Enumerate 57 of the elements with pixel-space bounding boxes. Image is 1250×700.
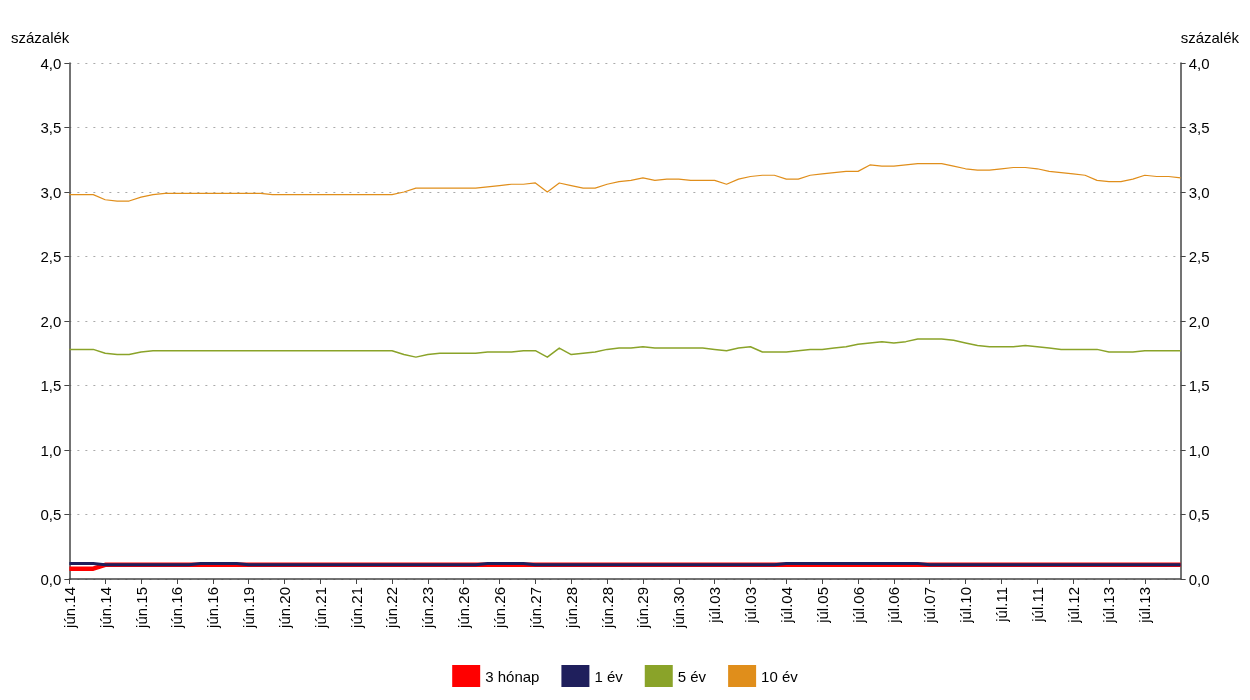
legend-label: 10 év <box>761 667 799 685</box>
legend-label: 1 év <box>594 667 624 685</box>
y-tick-label: 0,0 <box>40 570 62 588</box>
y2-tick-label: 1,5 <box>1188 377 1210 394</box>
x-tick-label: júl.03 <box>741 587 759 624</box>
y2-tick-label: 2,5 <box>1188 248 1210 265</box>
x-tick-label: jún.20 <box>275 587 293 629</box>
legend-label: 5 év <box>677 667 707 685</box>
y2-tick-label: 3,5 <box>1188 119 1210 136</box>
x-tick-label: júl.04 <box>777 587 795 624</box>
y-tick-label: 3,0 <box>40 183 62 201</box>
x-tick-label: jún.15 <box>132 587 150 629</box>
x-tick-label: jún.23 <box>419 587 437 629</box>
x-tick-label: jún.21 <box>311 587 329 629</box>
y2-tick-label: 2,0 <box>1188 312 1210 330</box>
y2-tick-label: 0,0 <box>1188 570 1210 588</box>
legend-label: 3 hónap <box>485 667 540 685</box>
y2-tick-label: 0,5 <box>1188 506 1210 523</box>
x-tick-label: júl.11 <box>1028 587 1046 623</box>
x-tick-label: jún.27 <box>526 587 544 629</box>
x-tick-label: júl.05 <box>813 587 831 624</box>
y-tick-label: 4,0 <box>40 54 62 72</box>
x-tick-label: júl.07 <box>921 587 939 624</box>
x-tick-label: jún.14 <box>60 587 78 629</box>
x-tick-label: júl.12 <box>1064 587 1082 624</box>
y-tick-label: 1,0 <box>40 441 62 459</box>
x-tick-label: jún.14 <box>96 587 114 629</box>
y-tick-label: 3,5 <box>40 119 62 136</box>
y2-tick-label: 3,0 <box>1188 183 1210 201</box>
y2-axis-title: százalék <box>1180 29 1240 46</box>
y-axis-title: százalék <box>11 29 70 46</box>
x-tick-label: júl.13 <box>1136 587 1154 624</box>
x-tick-label: jún.28 <box>562 587 580 629</box>
line-series <box>68 163 1182 202</box>
x-tick-label: júl.11 <box>992 587 1010 623</box>
x-tick-label: jún.29 <box>634 587 652 629</box>
x-tick-label: júl.06 <box>885 587 903 624</box>
x-tick-label: júl.03 <box>706 587 724 624</box>
x-tick-label: jún.16 <box>168 587 186 629</box>
x-tick-label: jún.26 <box>491 587 509 629</box>
x-tick-label: jún.22 <box>383 587 401 629</box>
y2-tick-label: 4,0 <box>1188 54 1210 72</box>
x-tick-label: jún.19 <box>240 587 258 629</box>
x-tick-label: jún.26 <box>455 587 473 629</box>
x-tick-label: jún.30 <box>670 587 688 629</box>
x-tick-label: júl.06 <box>849 587 867 624</box>
x-tick-label: jún.16 <box>204 587 222 629</box>
x-tick-label: jún.28 <box>598 587 616 629</box>
x-tick-label: júl.10 <box>957 587 975 624</box>
y-tick-label: 1,5 <box>40 377 62 394</box>
y-tick-label: 2,0 <box>40 312 62 330</box>
x-tick-label: júl.13 <box>1100 587 1118 624</box>
y-tick-label: 0,5 <box>40 506 62 523</box>
x-tick-label: jún.21 <box>347 587 365 629</box>
y-tick-label: 2,5 <box>40 248 62 265</box>
y2-tick-label: 1,0 <box>1188 441 1210 459</box>
line-series <box>68 338 1182 358</box>
